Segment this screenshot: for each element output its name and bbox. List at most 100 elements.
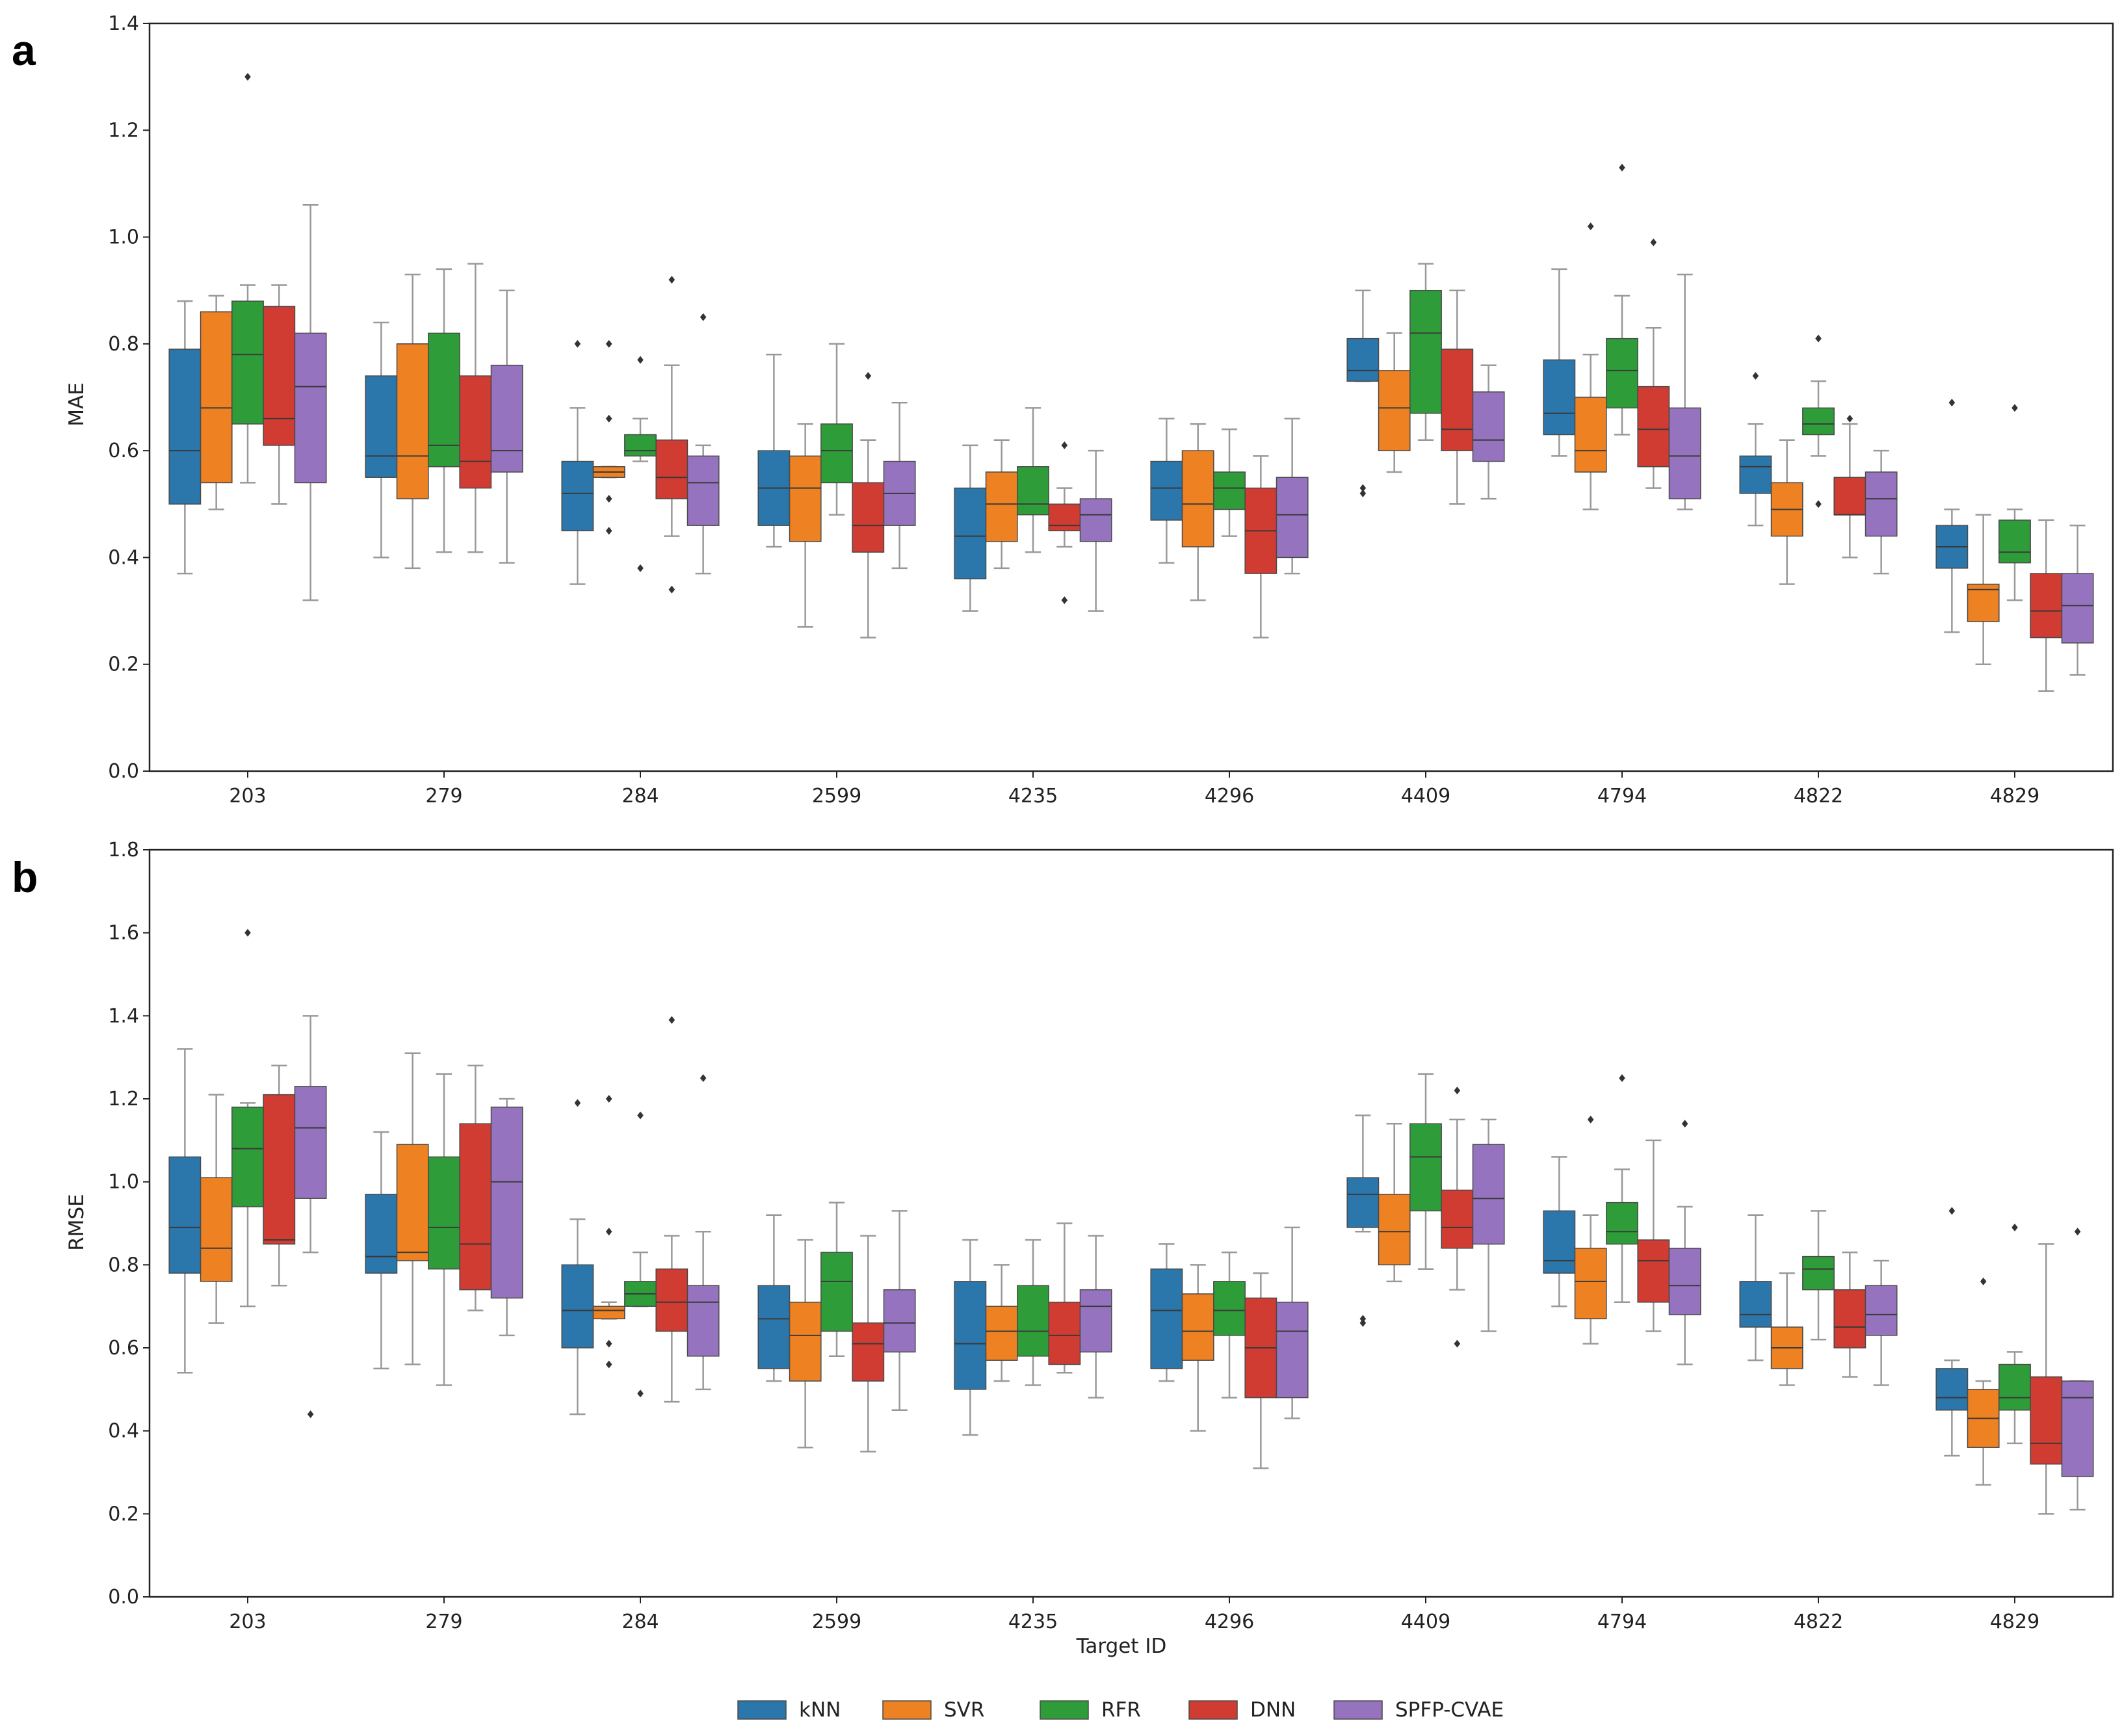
- box-b-spfp-cvae-279: [490, 1098, 523, 1337]
- iqr-box: [365, 375, 398, 478]
- box-a-rfr-203: [231, 73, 264, 484]
- outlier-marker-0: [668, 276, 675, 284]
- box-a-spfp-cvae-4829: [2061, 524, 2094, 676]
- outlier-marker-3: [605, 527, 612, 535]
- iqr-box: [1079, 498, 1112, 542]
- iqr-box: [1150, 1268, 1183, 1369]
- iqr-box: [1935, 1368, 1969, 1411]
- iqr-box: [1409, 1123, 1442, 1212]
- box-a-dnn-4829: [2030, 519, 2063, 692]
- iqr-box: [428, 1156, 460, 1270]
- iqr-box: [1739, 1281, 1772, 1328]
- outlier-marker-0: [1846, 414, 1853, 423]
- iqr-box: [231, 300, 264, 425]
- iqr-box: [1181, 450, 1214, 547]
- iqr-box: [1441, 349, 1474, 451]
- box-a-svr-4829: [1967, 514, 2000, 665]
- outlier-marker-0: [574, 1099, 581, 1107]
- y-tick-label-b-2: 0.4: [108, 1420, 139, 1443]
- legend-swatch-rfr: [1040, 1700, 1089, 1720]
- iqr-box: [1637, 1239, 1670, 1303]
- box-b-dnn-4409: [1441, 1086, 1474, 1348]
- iqr-box: [365, 1194, 398, 1274]
- box-b-rfr-2599: [820, 1202, 853, 1358]
- box-b-knn-4822: [1739, 1214, 1772, 1361]
- iqr-box: [1967, 583, 2000, 622]
- box-a-rfr-4409: [1409, 263, 1442, 441]
- legend-entry-dnn: DNN: [1188, 1698, 1296, 1722]
- iqr-box: [687, 455, 720, 526]
- iqr-box: [592, 1306, 625, 1320]
- iqr-box: [1276, 477, 1309, 559]
- y-tick-label-b-4: 0.8: [108, 1254, 139, 1276]
- box-b-knn-284: [561, 1099, 594, 1415]
- box-a-knn-284: [561, 339, 594, 585]
- iqr-box: [561, 1264, 594, 1348]
- iqr-box: [1606, 1202, 1638, 1245]
- box-b-spfp-cvae-2599: [883, 1210, 916, 1411]
- y-tick-label-b-3: 0.6: [108, 1337, 139, 1360]
- box-b-svr-4235: [985, 1264, 1018, 1382]
- outlier-marker-0: [1359, 1319, 1367, 1327]
- iqr-box: [757, 1285, 791, 1369]
- box-b-knn-4829: [1935, 1207, 1969, 1457]
- box-a-dnn-4235: [1048, 441, 1081, 605]
- box-a-knn-4829: [1935, 399, 1969, 633]
- y-tick-label-a-6: 1.2: [108, 119, 139, 142]
- box-b-rfr-4794: [1606, 1074, 1638, 1304]
- outlier-marker-0: [1359, 489, 1367, 497]
- iqr-box: [1865, 471, 1898, 537]
- iqr-box: [231, 1107, 264, 1207]
- box-a-dnn-203: [263, 284, 296, 505]
- iqr-box: [985, 1306, 1018, 1361]
- y-tick-label-a-7: 1.4: [108, 12, 139, 35]
- x-tick-label-b-4822: 4822: [1794, 1611, 1843, 1633]
- outlier-marker-0: [637, 1111, 644, 1120]
- iqr-box: [1150, 460, 1183, 521]
- box-a-spfp-cvae-279: [490, 289, 523, 564]
- legend-swatch-dnn: [1188, 1700, 1238, 1720]
- box-b-spfp-cvae-4296: [1276, 1226, 1309, 1419]
- y-tick-label-b-1: 0.2: [108, 1503, 139, 1525]
- iqr-box: [459, 1123, 492, 1291]
- y-axis-label-mae: MAE: [65, 382, 88, 427]
- box-b-svr-4409: [1378, 1123, 1411, 1283]
- box-a-rfr-4235: [1017, 407, 1049, 553]
- iqr-box: [820, 423, 853, 484]
- iqr-box: [1213, 1281, 1246, 1336]
- box-a-spfp-cvae-4794: [1668, 273, 1701, 510]
- series-a-rfr: [231, 73, 2031, 601]
- box-b-svr-284: [592, 1095, 625, 1369]
- series-a-spfp-cvae: [294, 204, 2094, 676]
- x-tick-label-a-4829: 4829: [1990, 785, 2039, 808]
- iqr-box: [168, 349, 202, 505]
- box-b-dnn-4822: [1833, 1251, 1867, 1378]
- box-a-dnn-4822: [1833, 414, 1867, 559]
- y-axis-label-rmse: RMSE: [65, 1194, 88, 1251]
- y-tick-label-b-5: 1.0: [108, 1171, 139, 1194]
- iqr-box: [1346, 1177, 1380, 1228]
- outlier-marker-1: [1359, 1315, 1367, 1323]
- iqr-box: [820, 1252, 853, 1332]
- outlier-marker-0: [1752, 372, 1759, 380]
- box-a-rfr-4829: [1998, 404, 2031, 601]
- outlier-marker-1: [1815, 500, 1822, 508]
- box-b-dnn-4296: [1244, 1272, 1277, 1469]
- iqr-box: [1802, 1256, 1835, 1291]
- outlier-marker-0: [244, 73, 251, 81]
- iqr-box: [200, 311, 233, 484]
- outlier-marker-0: [1948, 1207, 1956, 1215]
- box-b-svr-4829: [1967, 1277, 2000, 1486]
- box-b-rfr-203: [231, 928, 264, 1308]
- iqr-box: [954, 487, 987, 580]
- series-a-knn: [168, 268, 1969, 633]
- x-tick-label-a-4296: 4296: [1205, 785, 1254, 808]
- box-b-svr-2599: [789, 1239, 822, 1449]
- box-b-knn-4235: [954, 1239, 987, 1436]
- outlier-marker-0: [1587, 222, 1594, 231]
- iqr-box: [1378, 1194, 1411, 1266]
- y-tick-label-a-0: 0.0: [108, 760, 139, 783]
- outlier-marker-2: [605, 495, 612, 503]
- y-tick-label-b-6: 1.2: [108, 1088, 139, 1111]
